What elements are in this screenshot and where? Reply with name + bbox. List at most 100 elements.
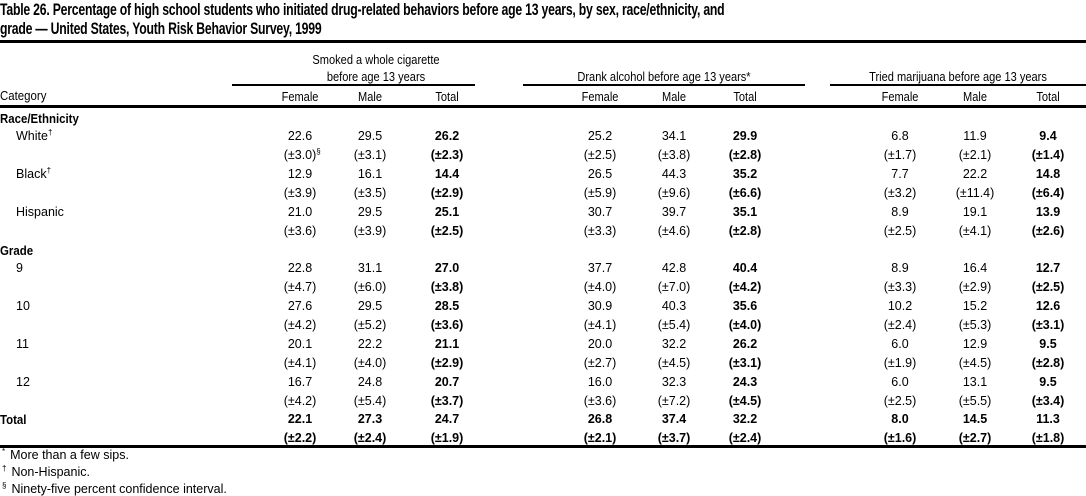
cell-ci: (±6.4) [1032, 186, 1065, 200]
cell-ci: (±2.3) [431, 148, 464, 162]
row-label: Black† [16, 167, 51, 182]
cell-ci: (±4.5) [959, 356, 992, 370]
row-label-text: 11 [16, 337, 29, 351]
cell-ci: (±3.5) [354, 186, 387, 200]
cell-value: 25.1 [434, 205, 460, 219]
cell-ci: (±4.2) [729, 280, 762, 294]
ci-text: (±3.0) [283, 148, 317, 162]
cell-ci: (±5.5) [959, 394, 992, 408]
cell-value: 26.2 [434, 129, 460, 143]
cell-ci: (±2.5) [884, 394, 917, 408]
cell-ci: (±3.1) [354, 148, 387, 162]
table-title: Table 26. Percentage of high school stud… [0, 0, 1080, 38]
cell-ci: (±2.7) [584, 356, 617, 370]
row-label: 10 [16, 299, 30, 313]
ci-text: (±1.9) [883, 356, 917, 370]
ci-text: (±4.5) [958, 356, 992, 370]
ci-text: (±3.6) [283, 224, 317, 238]
cell-ci: (±2.8) [729, 224, 762, 238]
cell-value: 20.7 [434, 375, 460, 389]
footnote-mark: † [2, 464, 7, 473]
cell-ci: (±3.6) [284, 224, 317, 238]
cell-value: 31.1 [357, 261, 383, 275]
ci-text: (±2.7) [583, 356, 617, 370]
ci-text: (±6.4) [1031, 186, 1065, 200]
ci-text: (±7.2) [657, 394, 691, 408]
cell-ci: (±2.1) [959, 148, 992, 162]
ci-text: (±7.0) [657, 280, 691, 294]
cell-ci: (±2.9) [431, 356, 464, 370]
total-value: 26.8 [587, 412, 613, 426]
row-label-text: White [16, 129, 48, 143]
cell-value: 20.0 [587, 337, 613, 351]
ci-text: (±2.8) [728, 224, 762, 238]
cell-ci: (±3.2) [884, 186, 917, 200]
cell-value: 22.8 [287, 261, 313, 275]
cell-value: 34.1 [661, 129, 687, 143]
cell-ci: (±4.7) [284, 280, 317, 294]
ci-text: (±2.5) [883, 394, 917, 408]
total-ci: (±2.1) [583, 431, 617, 445]
row-label: 9 [16, 261, 23, 275]
cell-ci: (±5.4) [658, 318, 691, 332]
ci-text: (±3.6) [583, 394, 617, 408]
total-ci: (±2.7) [958, 431, 992, 445]
cell-value: 39.7 [661, 205, 687, 219]
ci-text: (±6.0) [353, 280, 387, 294]
ci-text: (±3.3) [583, 224, 617, 238]
cell-value: 6.0 [891, 337, 909, 351]
cell-value: 24.3 [732, 375, 758, 389]
cell-value: 22.6 [287, 129, 313, 143]
ci-text: (±3.1) [728, 356, 762, 370]
title-line-2: grade — United States, Youth Risk Behavi… [0, 19, 322, 38]
ci-text: (±6.6) [728, 186, 762, 200]
column-header-total: Total [733, 89, 757, 104]
cell-value: 21.1 [434, 337, 460, 351]
row-label: White† [16, 128, 53, 144]
footnote-text: Ninety-five percent confidence interval. [11, 482, 227, 496]
cell-value: 29.5 [357, 129, 383, 143]
ci-text: (±5.5) [958, 394, 992, 408]
ci-text: (±2.6) [1031, 224, 1065, 238]
footnote-mark: † [47, 128, 53, 137]
footnote: † Non-Hispanic. [2, 464, 90, 480]
cell-ci: (±1.7) [884, 148, 917, 162]
cell-value: 9.5 [1039, 337, 1057, 351]
ci-text: (±3.1) [353, 148, 387, 162]
ci-text: (±9.6) [657, 186, 691, 200]
cell-ci: (±2.5) [431, 224, 464, 238]
section-header: Grade [0, 243, 34, 258]
cell-value: 13.1 [962, 375, 988, 389]
ci-text: (±3.8) [657, 148, 691, 162]
row-label: 11 [16, 337, 29, 351]
ci-text: (±2.8) [1031, 356, 1065, 370]
cell-ci: (±4.5) [658, 356, 691, 370]
ci-text: (±5.3) [958, 318, 992, 332]
cell-value: 40.4 [732, 261, 758, 275]
cell-ci: (±1.4) [1032, 148, 1065, 162]
cell-ci: (±4.1) [584, 318, 617, 332]
total-value: 22.1 [287, 412, 313, 426]
cell-value: 32.3 [661, 375, 687, 389]
ci-text: (±2.5) [583, 148, 617, 162]
total-value: 8.0 [891, 412, 909, 426]
cell-value: 14.8 [1035, 167, 1061, 181]
ci-text: (±4.1) [283, 356, 317, 370]
cell-value: 14.4 [434, 167, 460, 181]
cell-value: 11.9 [963, 129, 987, 143]
ci-text: (±4.5) [657, 356, 691, 370]
cell-value: 24.8 [357, 375, 383, 389]
column-header-total: Total [435, 89, 459, 104]
cell-ci: (±5.9) [584, 186, 617, 200]
cell-ci: (±3.0)§ [283, 148, 321, 163]
cell-ci: (±4.0) [729, 318, 762, 332]
cell-ci: (±1.9) [884, 356, 917, 370]
cell-ci: (±3.3) [584, 224, 617, 238]
ci-text: (±1.4) [1031, 148, 1065, 162]
cell-value: 35.1 [732, 205, 758, 219]
cell-ci: (±6.0) [354, 280, 387, 294]
bottom-rule [0, 445, 1086, 448]
cell-value: 27.6 [287, 299, 313, 313]
total-ci: (±2.2) [283, 431, 317, 445]
column-header-male: Male [358, 89, 382, 104]
